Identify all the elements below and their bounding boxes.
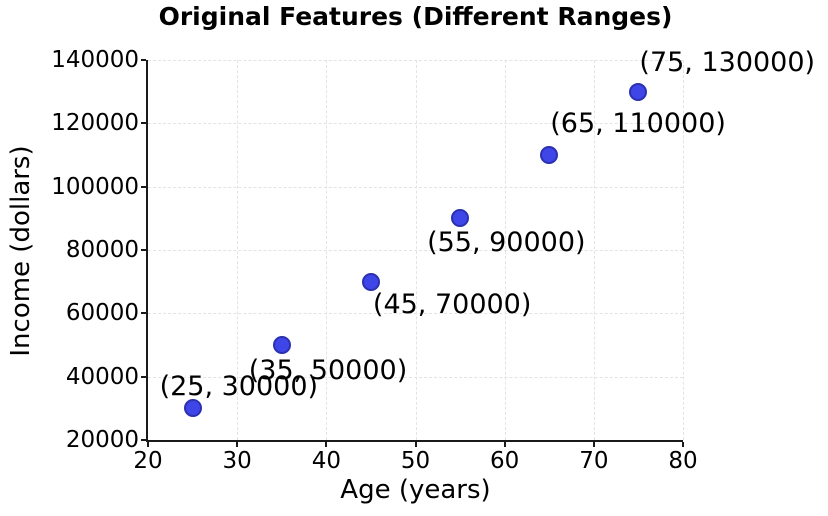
y-tick-label: 40000 [65,363,139,390]
y-tick-label: 100000 [51,173,139,200]
y-tick-mark [141,122,146,125]
x-tick-label: 60 [490,448,520,474]
x-tick-mark [414,442,417,447]
x-tick-label: 80 [668,448,698,474]
x-tick-label: 40 [311,448,341,474]
data-point [272,336,291,354]
chart-title: Original Features (Different Ranges) [158,2,673,31]
data-point [451,209,470,228]
y-axis-label: Income (dollars) [6,145,36,357]
x-tick-label: 50 [400,448,431,474]
x-axis-label: Age (years) [340,475,491,505]
x-tick-mark [503,442,506,447]
data-point [183,399,202,418]
y-tick-label: 140000 [51,47,139,73]
x-tick-mark [147,442,149,447]
grid-line-horizontal [148,123,683,125]
y-tick-label: 60000 [65,300,139,327]
grid-line-vertical [683,60,684,440]
y-tick-label: 80000 [65,237,139,263]
x-tick-label: 20 [133,448,163,474]
x-tick-mark [236,442,239,447]
y-tick-mark [141,249,146,251]
x-tick-label: 30 [222,448,252,474]
y-tick-mark [141,439,146,441]
y-tick-mark [141,312,146,315]
point-annotation: (35, 50000) [248,355,408,386]
point-annotation: (25, 30000) [159,371,319,403]
data-point [629,82,648,101]
point-annotation: (75, 130000) [639,46,816,78]
point-annotation: (65, 110000) [550,108,726,139]
grid-line-horizontal [148,60,683,61]
point-annotation: (45, 70000) [372,288,532,320]
y-tick-label: 120000 [51,110,139,137]
grid-line-horizontal [148,313,683,315]
y-tick-label: 20000 [65,427,139,453]
data-point [361,272,380,291]
x-tick-label: 70 [579,448,609,474]
plot-area [146,60,684,442]
x-tick-mark [325,442,328,447]
grid-line-horizontal [148,376,683,378]
y-tick-mark [141,185,146,188]
y-tick-mark [141,59,146,61]
x-tick-mark [592,442,595,447]
grid-line-horizontal [148,250,683,251]
grid-line-horizontal [148,186,683,188]
x-tick-mark [682,442,684,447]
y-tick-mark [141,375,146,378]
point-annotation: (55, 90000) [427,227,586,259]
data-point [540,146,559,164]
